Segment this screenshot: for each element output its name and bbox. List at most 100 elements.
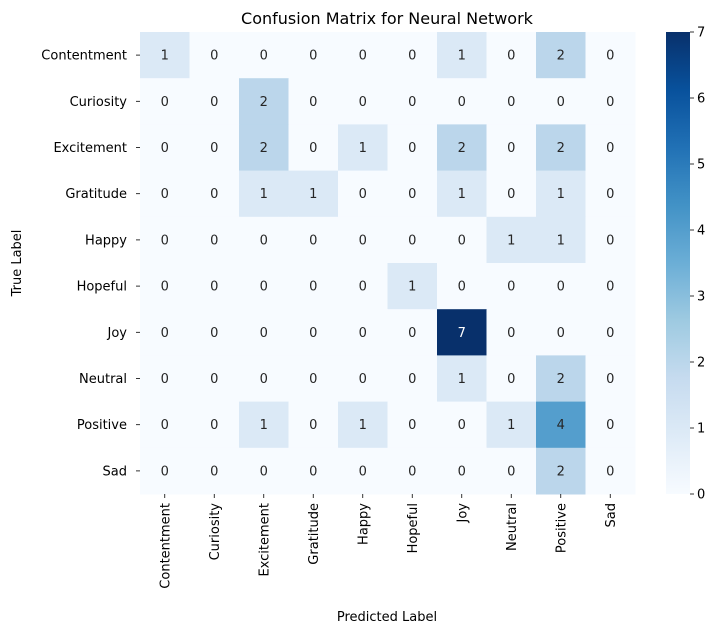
x-tick-label: Sad <box>604 503 619 527</box>
heatmap-cell <box>585 447 636 495</box>
cell-value-label: 2 <box>260 141 268 156</box>
cell-value-label: 0 <box>507 49 515 64</box>
heatmap-cell <box>387 355 438 403</box>
cell-value-label: 0 <box>359 280 367 295</box>
heatmap-cell <box>239 124 289 172</box>
heatmap-cell <box>338 216 388 264</box>
heatmap-cell <box>338 263 388 310</box>
cell-value-label: 1 <box>260 187 268 202</box>
y-tick-label: Curiosity <box>70 95 128 110</box>
heatmap-cell <box>239 32 289 79</box>
heatmap-cell <box>585 263 636 310</box>
cell-value-label: 0 <box>210 326 218 341</box>
cell-value-label: 0 <box>260 464 268 479</box>
cell-value-label: 0 <box>161 141 169 156</box>
cell-value-label: 0 <box>606 280 614 295</box>
x-tick-label: Neutral <box>505 503 520 551</box>
heatmap-cell <box>239 216 289 264</box>
cell-value-label: 0 <box>260 280 268 295</box>
heatmap-cell <box>239 355 289 403</box>
heatmap-cell <box>486 447 537 495</box>
cell-value-label: 2 <box>557 49 565 64</box>
heatmap-cells: 1 0 0 0 0 0 1 0 2 0 0 0 2 0 0 0 0 0 0 0 0 0 2 0 1 0 2 0 2 0 0 0 1 1 0 0 1 0 1 0… <box>140 32 636 495</box>
cell-value-label: 0 <box>161 418 169 433</box>
heatmap-cell <box>338 447 388 495</box>
heatmap-cell <box>387 32 438 79</box>
cell-value-label: 0 <box>309 141 317 156</box>
cell-value-label: 0 <box>458 418 466 433</box>
heatmap-cell <box>486 263 537 310</box>
x-tick-label: Excitement <box>257 503 272 577</box>
heatmap-cell <box>288 32 339 79</box>
heatmap-cell <box>536 170 586 218</box>
colorbar-tick-label: 3 <box>697 290 705 305</box>
cell-value-label: 0 <box>210 464 218 479</box>
heatmap-cell <box>437 78 487 125</box>
heatmap-cell <box>189 124 240 172</box>
y-tick-label: Happy <box>85 233 127 248</box>
heatmap-cell <box>387 216 438 264</box>
y-tick-label: Neutral <box>79 372 127 387</box>
heatmap-cell <box>239 78 289 125</box>
heatmap-cell <box>239 447 289 495</box>
heatmap-cell <box>437 124 487 172</box>
heatmap-cell <box>338 124 388 172</box>
cell-value-label: 0 <box>408 95 416 110</box>
cell-value-label: 1 <box>309 187 317 202</box>
cell-value-label: 0 <box>458 95 466 110</box>
cell-value-label: 0 <box>557 95 565 110</box>
cell-value-label: 0 <box>507 372 515 387</box>
heatmap-cell <box>239 309 289 356</box>
colorbar: 0 1 2 3 4 5 6 7 <box>666 26 705 503</box>
heatmap-cell <box>585 170 636 218</box>
cell-value-label: 0 <box>606 49 614 64</box>
heatmap-cell <box>288 170 339 218</box>
heatmap-cell <box>140 309 190 356</box>
cell-value-label: 0 <box>161 326 169 341</box>
heatmap-cell <box>387 309 438 356</box>
cell-value-label: 0 <box>408 187 416 202</box>
heatmap-cell <box>239 401 289 449</box>
heatmap-cell <box>437 170 487 218</box>
heatmap-cell <box>338 170 388 218</box>
cell-value-label: 2 <box>458 141 466 156</box>
heatmap-cell <box>585 78 636 125</box>
heatmap-cell <box>387 263 438 310</box>
heatmap-cell <box>585 355 636 403</box>
cell-value-label: 0 <box>557 280 565 295</box>
heatmap-cell <box>536 124 586 172</box>
cell-value-label: 0 <box>606 187 614 202</box>
cell-value-label: 0 <box>260 326 268 341</box>
heatmap-cell <box>189 32 240 79</box>
heatmap-cell <box>585 216 636 264</box>
cell-value-label: 0 <box>359 233 367 248</box>
heatmap-cell <box>437 355 487 403</box>
heatmap-cell <box>288 355 339 403</box>
x-tick-label: Contentment <box>158 503 173 589</box>
heatmap-cell <box>140 170 190 218</box>
heatmap-cell <box>239 170 289 218</box>
heatmap-cell <box>486 355 537 403</box>
y-tick-label: Contentment <box>41 49 127 64</box>
cell-value-label: 0 <box>458 464 466 479</box>
cell-value-label: 0 <box>408 141 416 156</box>
cell-value-label: 0 <box>408 464 416 479</box>
y-tick-label: Joy <box>107 326 128 341</box>
heatmap-cell <box>536 216 586 264</box>
heatmap-cell <box>437 263 487 310</box>
cell-value-label: 0 <box>359 187 367 202</box>
cell-value-label: 0 <box>359 95 367 110</box>
heatmap-cell <box>585 32 636 79</box>
heatmap-cell <box>585 309 636 356</box>
cell-value-label: 0 <box>161 95 169 110</box>
y-axis-ticks: Contentment Curiosity Excitement Gratitude H… <box>41 49 140 479</box>
heatmap-cell <box>338 401 388 449</box>
cell-value-label: 0 <box>210 280 218 295</box>
cell-value-label: 1 <box>359 141 367 156</box>
heatmap-cell <box>288 78 339 125</box>
x-tick-label: Happy <box>356 503 371 545</box>
cell-value-label: 0 <box>210 418 218 433</box>
heatmap-cell <box>536 309 586 356</box>
cell-value-label: 0 <box>408 326 416 341</box>
colorbar-tick-label: 2 <box>697 356 705 371</box>
